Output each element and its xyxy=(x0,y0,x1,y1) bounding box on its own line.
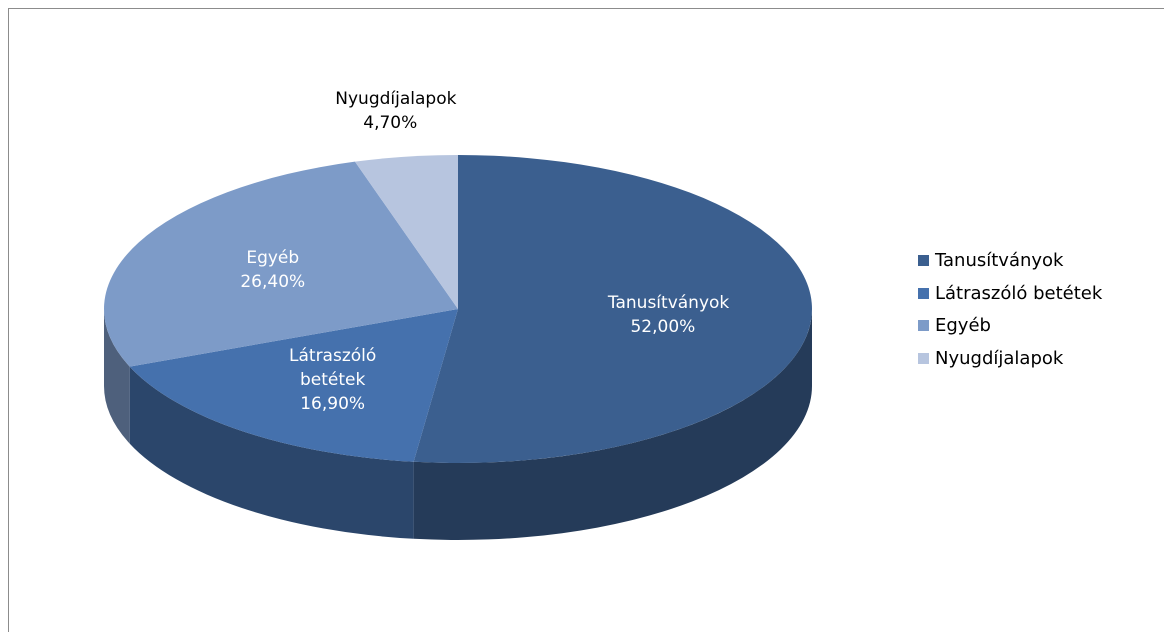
data-label-category: Tanusítványok xyxy=(607,292,730,313)
legend-item: Tanusítványok xyxy=(918,244,1102,277)
slice xyxy=(104,161,458,367)
slice-side xyxy=(104,309,130,444)
slice-side xyxy=(129,366,414,539)
data-label: Látraszóló betétek 16,90% xyxy=(268,344,398,416)
slice xyxy=(354,155,458,309)
data-label-value: 26,40% xyxy=(240,272,306,293)
legend-item: Nyugdíjalapok xyxy=(918,342,1102,375)
slice-side xyxy=(413,309,812,540)
legend-swatch xyxy=(918,287,929,299)
data-label-value: 4,70% xyxy=(363,112,418,133)
slice xyxy=(129,309,458,462)
legend-swatch xyxy=(918,320,929,332)
data-label-value: 52,00% xyxy=(630,316,696,337)
data-label-value: 16,90% xyxy=(300,393,366,414)
data-label-category: Nyugdíjalapok xyxy=(335,88,457,109)
legend-label: Egyéb xyxy=(935,315,991,337)
slice xyxy=(413,155,812,463)
legend-label: Látraszóló betétek xyxy=(935,282,1103,304)
data-label: Nyugdíjalapok 4,70% xyxy=(325,87,457,135)
data-label-category: Látraszóló betétek xyxy=(289,345,377,390)
data-label: Tanusítványok 52,00% xyxy=(598,291,730,339)
legend-label: Nyugdíjalapok xyxy=(935,347,1064,369)
legend-item: Egyéb xyxy=(918,309,1102,342)
legend-label: Tanusítványok xyxy=(935,249,1064,271)
chart-frame xyxy=(8,8,1164,632)
data-label: Egyéb 26,40% xyxy=(208,246,338,294)
legend-swatch xyxy=(918,254,929,266)
legend: Tanusítványok Látraszóló betétek Egyéb Nyug… xyxy=(918,244,1102,375)
legend-swatch xyxy=(918,352,929,364)
data-label-category: Egyéb xyxy=(246,248,300,269)
legend-item: Látraszóló betétek xyxy=(918,277,1102,310)
